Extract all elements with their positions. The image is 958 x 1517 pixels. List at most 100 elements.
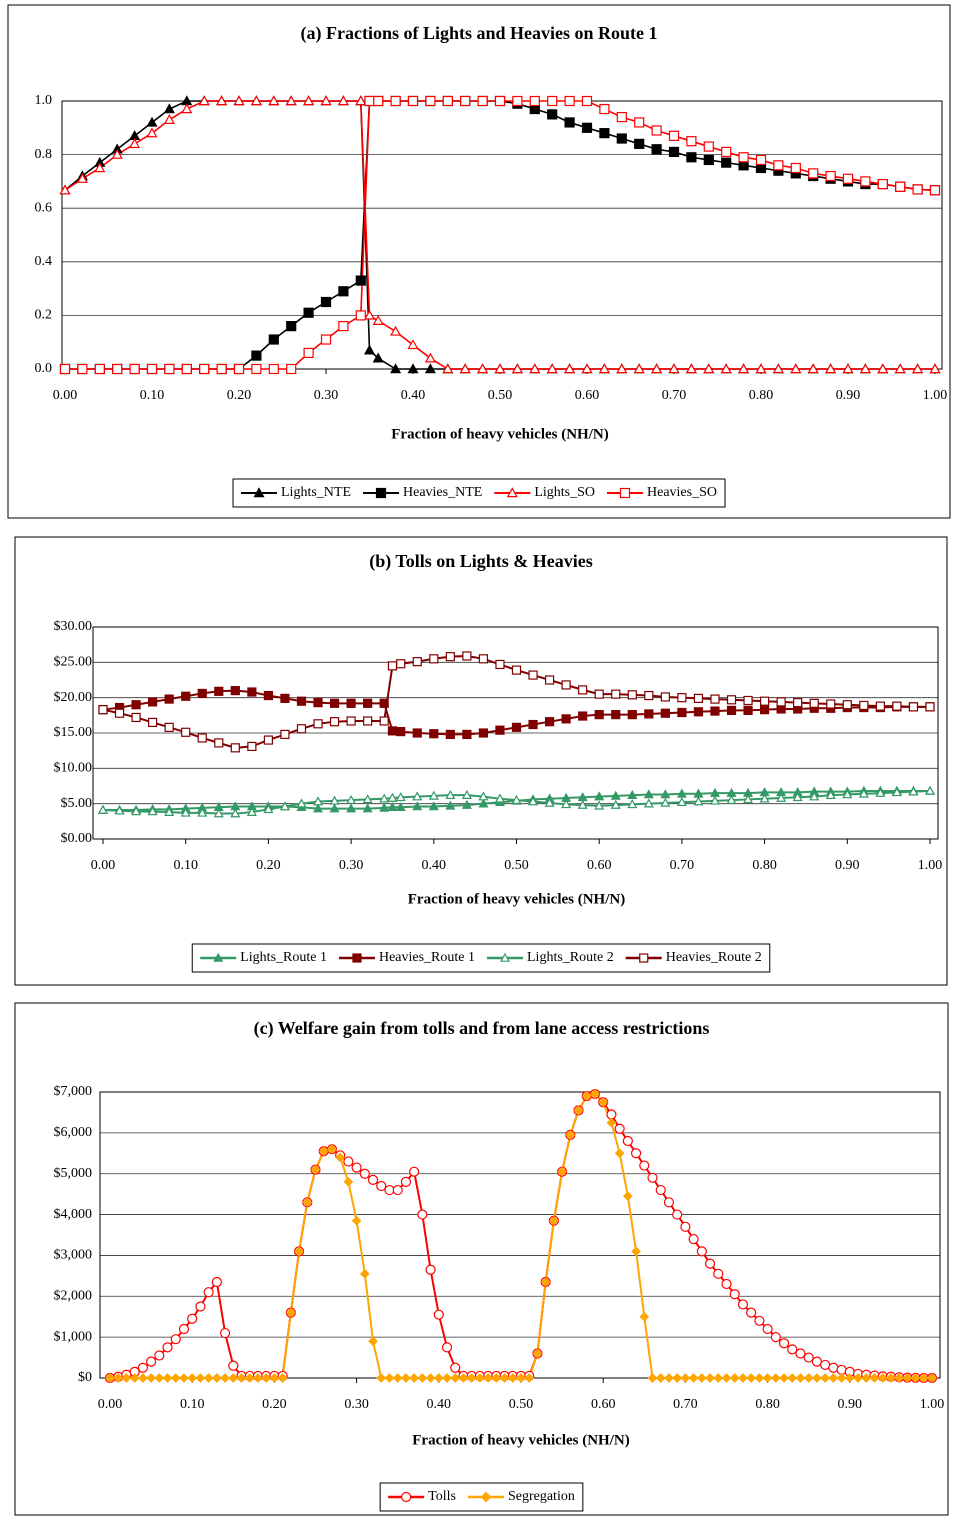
marker xyxy=(178,1323,190,1335)
marker xyxy=(743,695,753,706)
marker xyxy=(770,1332,781,1343)
marker xyxy=(762,1373,773,1383)
marker xyxy=(363,716,373,726)
marker xyxy=(516,1373,526,1383)
marker xyxy=(639,1311,650,1322)
marker xyxy=(660,692,670,702)
marker xyxy=(755,363,767,374)
marker xyxy=(680,1221,691,1232)
marker xyxy=(442,1373,452,1383)
marker xyxy=(808,168,819,179)
marker xyxy=(346,794,357,804)
x-tick-label: 0.10 xyxy=(140,388,165,403)
marker xyxy=(770,1373,781,1383)
legend-label: Tolls xyxy=(428,1489,456,1504)
marker xyxy=(390,363,402,374)
marker xyxy=(738,363,750,374)
marker xyxy=(450,1362,461,1373)
legend-marker xyxy=(506,487,518,498)
marker xyxy=(627,789,638,799)
x-tick-label: 0.90 xyxy=(835,858,860,873)
marker xyxy=(729,1373,740,1383)
marker xyxy=(616,111,627,123)
marker xyxy=(129,1373,140,1383)
legend-label: Heavies_Route 2 xyxy=(666,950,762,965)
marker xyxy=(787,1373,798,1383)
marker xyxy=(668,146,680,158)
marker xyxy=(198,95,210,106)
marker xyxy=(477,95,488,107)
chart-title: (b) Tolls on Lights & Heavies xyxy=(369,551,593,572)
x-tick-label: 0.40 xyxy=(401,388,426,403)
marker xyxy=(409,1166,420,1177)
marker xyxy=(803,1352,814,1363)
marker xyxy=(660,708,670,718)
marker xyxy=(478,654,489,664)
marker xyxy=(230,808,241,818)
marker xyxy=(250,95,262,106)
y-tick-label: $30.00 xyxy=(54,619,93,634)
marker xyxy=(279,801,290,811)
marker xyxy=(112,363,123,375)
marker xyxy=(387,801,398,812)
marker xyxy=(578,711,588,721)
legend-box xyxy=(191,943,771,973)
marker xyxy=(491,1373,502,1383)
marker xyxy=(494,793,505,803)
legend-label: Lights_Route 1 xyxy=(240,950,327,965)
marker xyxy=(875,701,885,711)
marker xyxy=(329,698,340,708)
marker xyxy=(233,95,245,106)
marker xyxy=(639,1160,650,1171)
marker xyxy=(627,799,638,809)
marker xyxy=(877,363,889,374)
marker xyxy=(755,154,767,166)
legend: Lights_Route 1 Heavies_Route 1 Lights_Rout… xyxy=(191,943,771,973)
marker xyxy=(146,363,158,375)
marker xyxy=(343,1177,354,1187)
marker xyxy=(918,1373,929,1383)
marker xyxy=(544,717,555,727)
y-tick-label: $5.00 xyxy=(61,796,93,811)
marker xyxy=(214,738,224,748)
marker xyxy=(549,1215,559,1226)
marker xyxy=(564,117,575,128)
marker xyxy=(664,1373,674,1383)
legend-marker xyxy=(401,1491,412,1503)
marker xyxy=(704,1258,716,1269)
marker xyxy=(400,1176,412,1187)
marker xyxy=(337,95,349,106)
marker xyxy=(170,1373,181,1383)
marker xyxy=(355,275,366,286)
marker xyxy=(825,363,837,374)
chart-title: (c) Welfare gain from tolls and from lan… xyxy=(254,1018,710,1039)
marker xyxy=(483,1373,493,1383)
marker xyxy=(644,690,654,701)
marker xyxy=(680,1373,691,1383)
marker xyxy=(212,1373,222,1383)
marker xyxy=(428,790,439,800)
marker xyxy=(429,729,439,739)
marker xyxy=(367,1174,379,1185)
marker xyxy=(228,1360,239,1371)
y-tick-label: $10.00 xyxy=(54,761,93,776)
marker xyxy=(97,804,109,814)
x-tick-label: 0.80 xyxy=(749,388,774,403)
marker xyxy=(376,1180,387,1192)
marker xyxy=(696,1246,707,1257)
marker xyxy=(877,1373,888,1383)
marker xyxy=(154,1373,165,1383)
marker xyxy=(809,791,820,801)
marker xyxy=(807,363,819,374)
marker xyxy=(407,339,419,350)
marker xyxy=(859,363,871,374)
marker xyxy=(759,705,770,715)
marker xyxy=(778,1338,790,1349)
marker xyxy=(929,185,941,196)
x-tick-label: 0.40 xyxy=(422,858,447,873)
marker xyxy=(655,1373,666,1383)
marker xyxy=(98,705,108,715)
marker xyxy=(908,786,919,796)
marker xyxy=(894,1373,904,1383)
marker xyxy=(859,700,869,711)
